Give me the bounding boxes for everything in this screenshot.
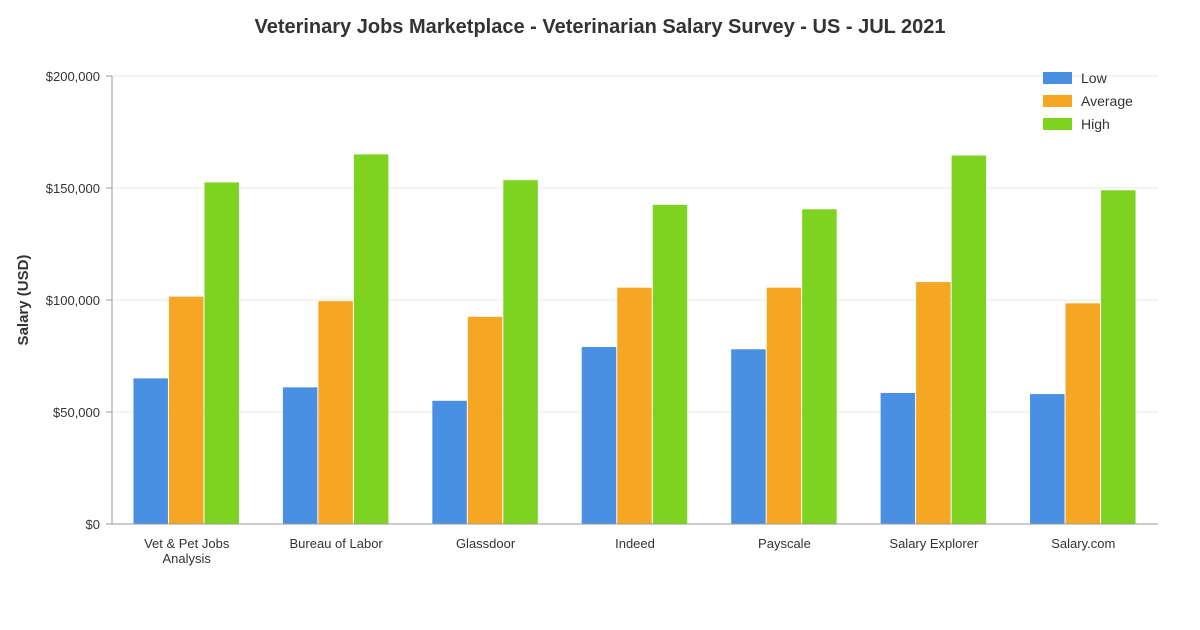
legend-swatch-low	[1043, 72, 1072, 84]
x-tick-label: Glassdoor	[456, 536, 516, 551]
y-tick-label: $200,000	[46, 69, 100, 84]
legend-label-high: High	[1081, 116, 1110, 132]
bar-low	[432, 400, 467, 524]
bar-average	[168, 296, 204, 524]
y-tick-label: $150,000	[46, 181, 100, 196]
bar-high	[802, 209, 837, 524]
bar-low	[880, 392, 916, 524]
x-tick-label: Salary.com	[1051, 536, 1115, 551]
axes	[111, 76, 1158, 525]
x-tick-label: Bureau of Labor	[290, 536, 384, 551]
legend-label-average: Average	[1081, 93, 1133, 109]
bar-high	[204, 182, 239, 524]
y-tick-label: $100,000	[46, 293, 100, 308]
x-tick-label: Vet & Pet Jobs Analysis	[144, 536, 230, 566]
legend-label-low: Low	[1081, 70, 1108, 86]
bar-average	[1065, 303, 1101, 524]
bar-high	[353, 154, 389, 524]
bar-low	[1030, 394, 1065, 524]
bar-low	[133, 378, 168, 524]
bar-high	[1101, 190, 1136, 525]
bar-low	[731, 349, 766, 524]
bar-high	[951, 155, 987, 524]
legend-swatch-high	[1043, 118, 1072, 130]
chart-title: Veterinary Jobs Marketplace - Veterinari…	[254, 16, 945, 38]
bar-average	[916, 282, 951, 524]
bar-high	[503, 180, 538, 524]
legend-swatch-average	[1043, 95, 1072, 107]
x-axis-ticks: Vet & Pet Jobs Analysis Bureau of Labor Gla…	[144, 536, 1115, 566]
y-tick-label: $50,000	[53, 405, 100, 420]
bars	[133, 154, 1136, 525]
y-tick-label: $0	[86, 517, 100, 532]
bar-average	[318, 301, 353, 524]
bar-average	[766, 287, 802, 524]
y-axis-label: Salary (USD)	[15, 255, 32, 346]
bar-average	[617, 287, 652, 524]
x-tick-label: Payscale	[758, 536, 811, 551]
x-tick-label: Salary Explorer	[889, 536, 979, 551]
x-tick-label: Indeed	[615, 536, 655, 551]
bar-high	[652, 204, 688, 525]
bar-low	[282, 387, 318, 524]
bar-low	[581, 347, 617, 524]
legend: Low Average High	[1043, 70, 1133, 132]
y-axis-ticks: $0 $50,000 $100,000 $150,000 $200,000	[46, 69, 112, 532]
bar-average	[467, 316, 503, 524]
